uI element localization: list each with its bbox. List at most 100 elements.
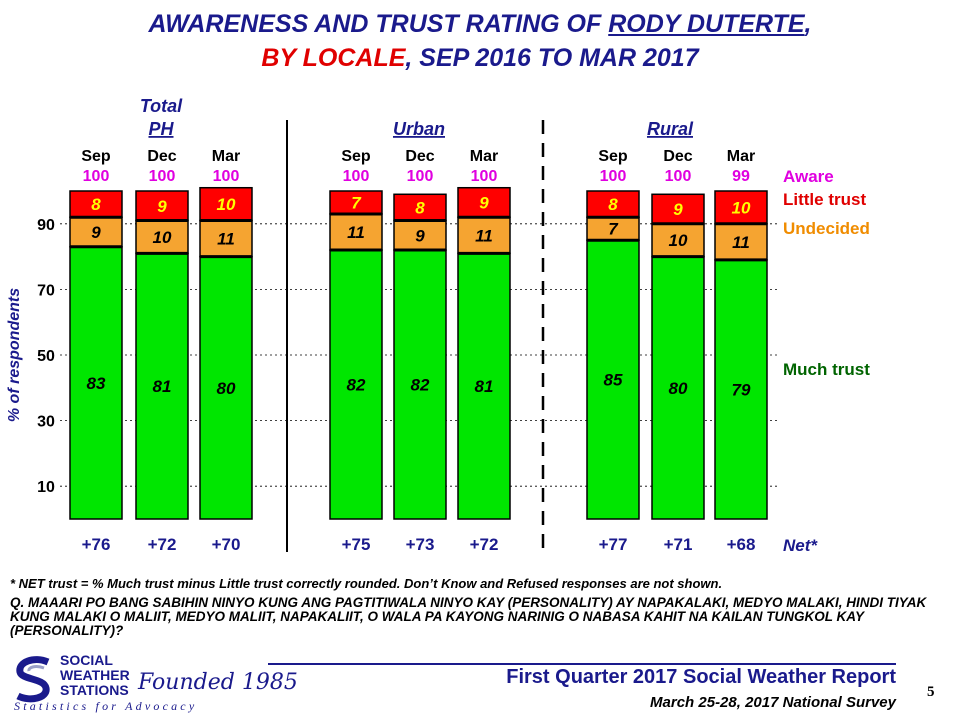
logo-wordmark: SOCIAL WEATHER STATIONS (60, 653, 130, 698)
much-trust-bar (393, 249, 447, 520)
much-trust-bar (714, 259, 768, 520)
net-value: +75 (342, 535, 371, 554)
legend-much-trust: Much trust (783, 360, 870, 379)
net-value: +72 (148, 535, 177, 554)
much-trust-bar (651, 255, 705, 520)
aware-value: 99 (732, 168, 750, 185)
group-header: Rural (647, 119, 694, 139)
much-trust-label: 82 (411, 376, 430, 395)
little-trust-label: 8 (608, 195, 618, 214)
little-trust-bar (69, 190, 123, 218)
much-trust-bar (135, 252, 189, 520)
aware-value: 100 (471, 168, 498, 185)
logo-line-stations: STATIONS (60, 682, 129, 698)
undecided-bar (651, 223, 705, 258)
title-personality-name: RODY DUTERTE (608, 10, 805, 38)
y-axis-label: % of respondents (6, 288, 23, 422)
little-trust-label: 10 (732, 198, 751, 217)
much-trust-label: 81 (153, 377, 172, 396)
chart-title-line1: AWARENESS AND TRUST RATING OF RODY DUTER… (0, 8, 960, 40)
aware-value: 100 (407, 168, 434, 185)
undecided-label: 7 (608, 220, 619, 239)
title-locale: BY LOCALE (261, 44, 406, 72)
net-value: +77 (599, 535, 628, 554)
month-label: Sep (598, 148, 628, 165)
group-header: Urban (393, 119, 445, 139)
much-trust-label: 85 (604, 371, 623, 390)
net-value: +72 (470, 535, 499, 554)
little-trust-label: 9 (673, 200, 683, 219)
sws-swirl-icon (16, 656, 50, 703)
logo-line-weather: WEATHER (60, 667, 130, 683)
month-label: Sep (341, 148, 371, 165)
month-label: Dec (147, 148, 176, 165)
aware-value: 100 (665, 168, 692, 185)
group-header: PH (148, 119, 174, 139)
much-trust-label: 80 (217, 379, 236, 398)
little-trust-bar (586, 190, 640, 218)
net-value: +76 (82, 535, 111, 554)
undecided-label: 11 (732, 233, 750, 252)
month-label: Mar (727, 148, 755, 165)
month-label: Dec (663, 148, 692, 165)
little-trust-label: 9 (479, 193, 489, 212)
undecided-label: 9 (91, 223, 101, 242)
title-date-range: , SEP 2016 TO MAR 2017 (405, 44, 699, 72)
legend-undecided: Undecided (783, 219, 870, 238)
undecided-label: 10 (669, 231, 688, 250)
much-trust-label: 81 (475, 377, 494, 396)
survey-dates: March 25-28, 2017 National Survey (650, 694, 896, 711)
little-trust-label: 10 (217, 195, 236, 214)
month-label: Sep (81, 148, 111, 165)
report-title: First Quarter 2017 Social Weather Report (506, 666, 896, 688)
chart-title-line2: BY LOCALE, SEP 2016 TO MAR 2017 (0, 42, 960, 74)
y-tick-label: 30 (37, 414, 55, 431)
little-trust-label: 8 (91, 195, 101, 214)
month-label: Mar (212, 148, 240, 165)
much-trust-bar (69, 246, 123, 520)
logo-founded: Founded 1985 (138, 670, 298, 695)
page-number: 5 (927, 684, 935, 700)
little-trust-bar (651, 193, 705, 225)
net-value: +71 (664, 535, 693, 554)
logo-line-social: SOCIAL (60, 652, 113, 668)
title-prefix: AWARENESS AND TRUST RATING OF (148, 10, 609, 38)
undecided-bar (393, 219, 447, 251)
month-label: Dec (405, 148, 434, 165)
little-trust-label: 9 (157, 197, 167, 216)
much-trust-label: 79 (732, 380, 751, 399)
much-trust-label: 83 (87, 374, 106, 393)
little-trust-bar (393, 193, 447, 222)
aware-value: 100 (213, 168, 240, 185)
little-trust-label: 7 (351, 193, 362, 212)
aware-value: 100 (149, 168, 176, 185)
net-value: +70 (212, 535, 241, 554)
little-trust-label: 8 (415, 198, 425, 217)
much-trust-label: 82 (347, 376, 366, 395)
aware-value: 100 (343, 168, 370, 185)
legend-little-trust: Little trust (783, 190, 866, 209)
month-label: Mar (470, 148, 498, 165)
survey-question: Q. MAAARI PO BANG SABIHIN NINYO KUNG ANG… (10, 595, 927, 638)
little-trust-bar (714, 190, 768, 225)
undecided-label: 9 (415, 226, 425, 245)
much-trust-bar (329, 249, 383, 520)
group-header-line1: Total (140, 96, 183, 116)
little-trust-bar (135, 190, 189, 222)
undecided-label: 11 (217, 230, 235, 249)
y-tick-label: 70 (37, 282, 55, 299)
aware-value: 100 (600, 168, 627, 185)
y-tick-label: 50 (37, 348, 55, 365)
logo-tagline: Statistics for Advocacy (14, 699, 198, 713)
legend-aware: Aware (783, 167, 834, 186)
y-tick-label: 90 (37, 217, 55, 234)
net-value: +73 (406, 535, 435, 554)
undecided-label: 11 (347, 223, 365, 242)
much-trust-bar (586, 239, 640, 520)
much-trust-bar (199, 255, 253, 520)
footnote: * NET trust = % Much trust minus Little … (10, 576, 723, 591)
undecided-label: 11 (475, 226, 493, 245)
stacked-bar-chart: 10 30 50 70 90 % of respondents Total PH Urban Ru… (6, 96, 870, 555)
much-trust-label: 80 (669, 379, 688, 398)
net-value: +68 (727, 535, 756, 554)
